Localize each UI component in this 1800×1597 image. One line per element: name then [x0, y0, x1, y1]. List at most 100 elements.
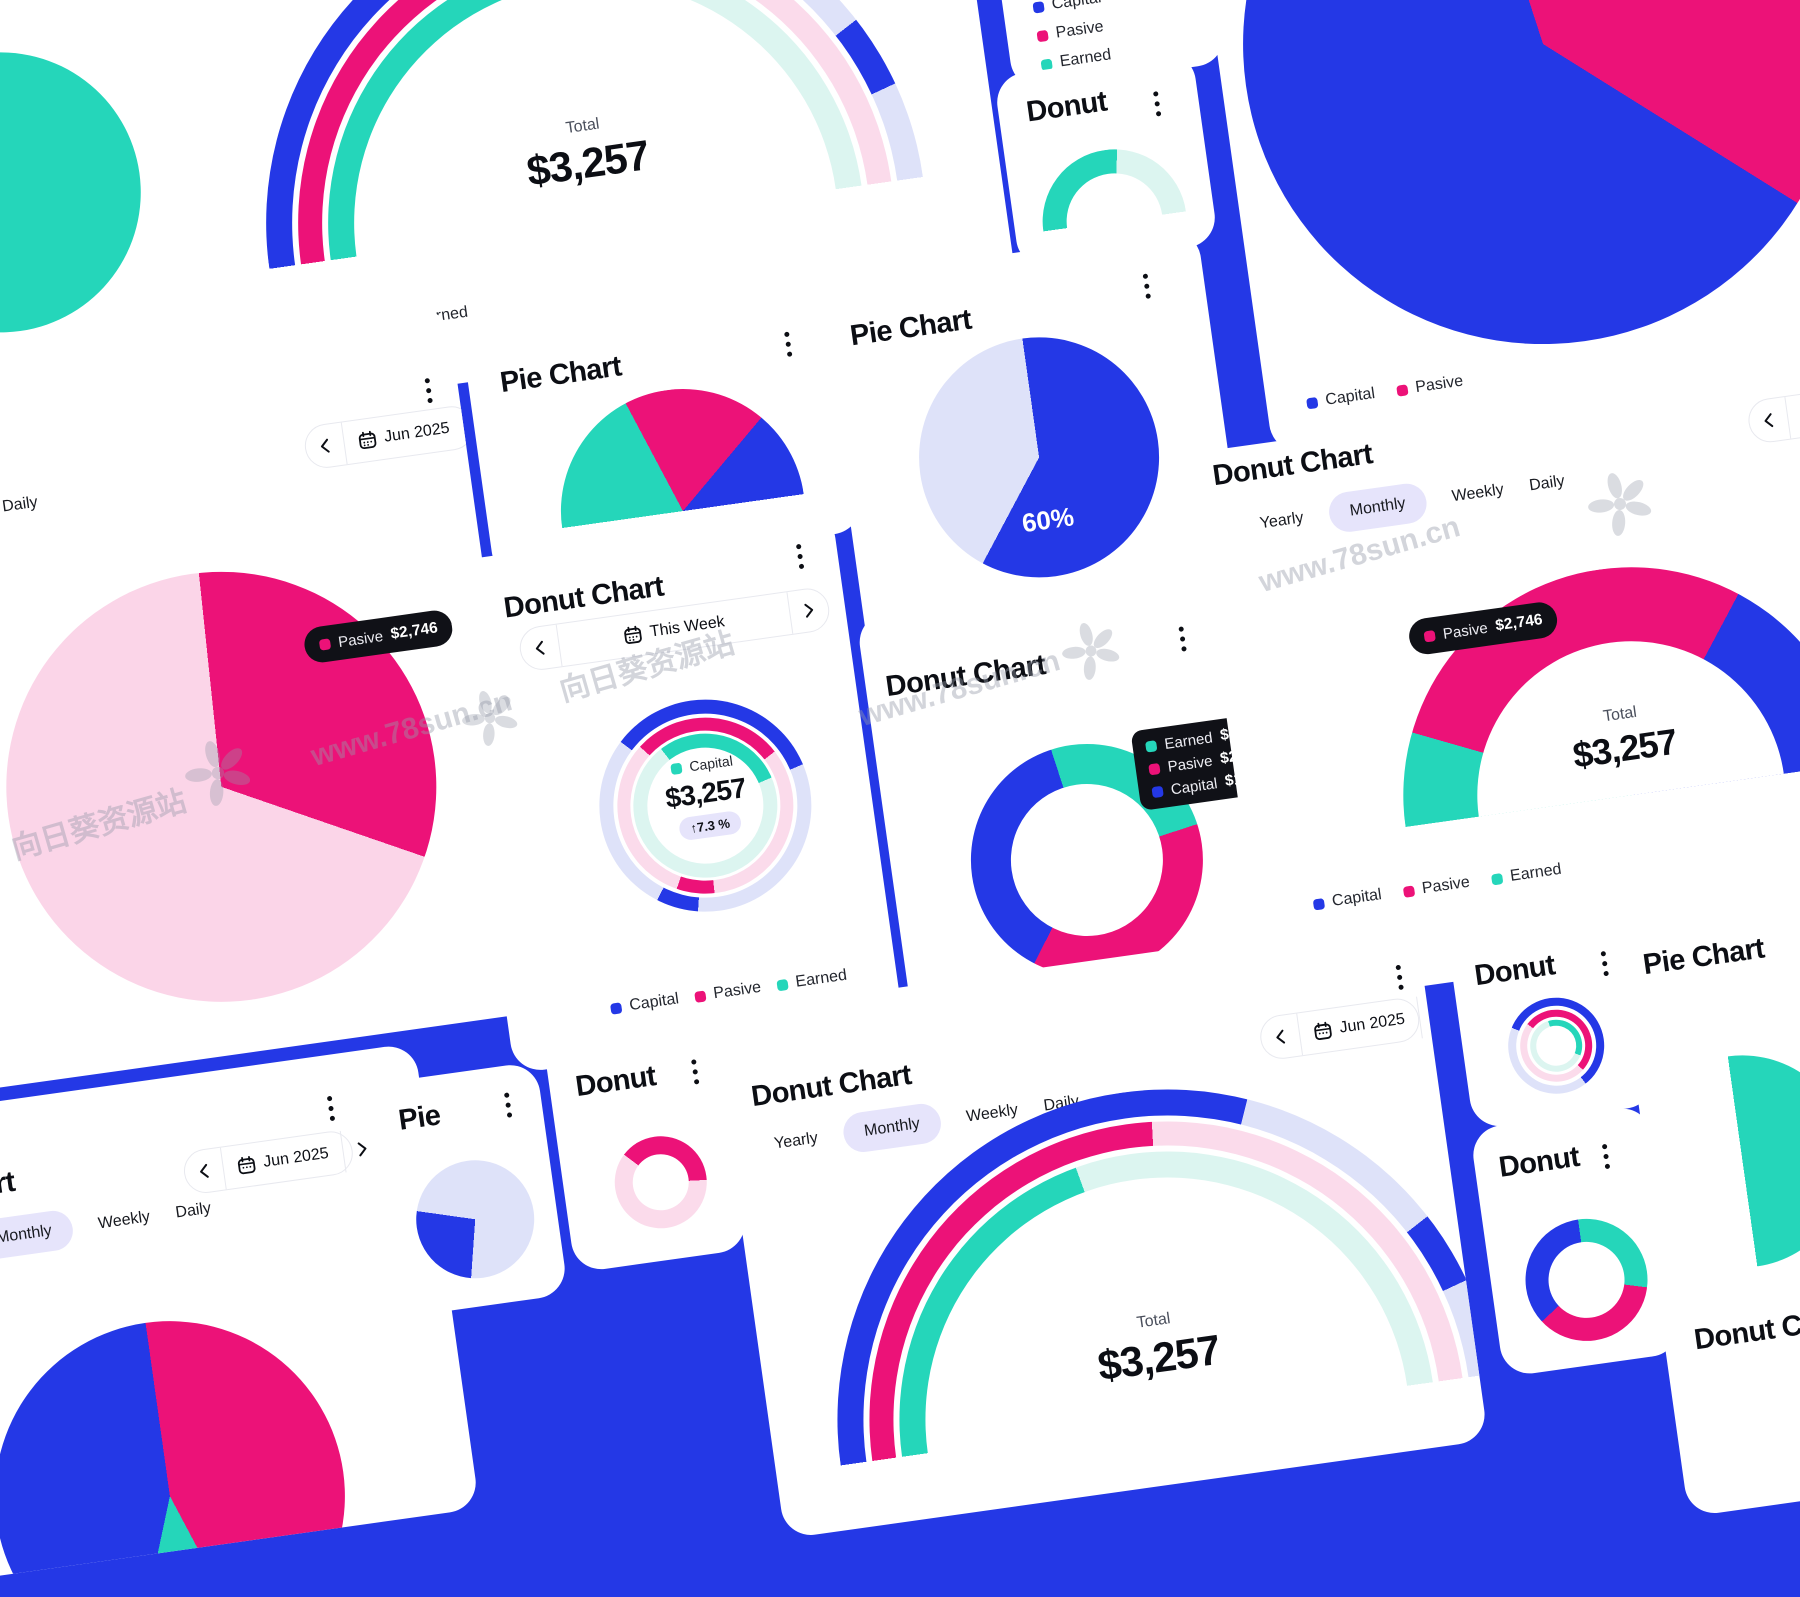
date-picker: Jun 2025 — [302, 403, 476, 470]
tab-weekly[interactable]: Weekly — [1451, 481, 1505, 506]
pie-chart — [409, 1153, 542, 1286]
pasive-swatch — [1403, 885, 1415, 897]
period-tabs: Yearly Monthly Weekly Daily — [0, 1189, 214, 1271]
tab-monthly[interactable]: Monthly — [1326, 481, 1429, 534]
kebab-menu-icon[interactable] — [1597, 1136, 1615, 1175]
calendar-icon — [236, 1155, 256, 1175]
kebab-menu-icon[interactable] — [686, 1052, 704, 1091]
half-donut-gauge — [1033, 140, 1186, 233]
card-title: Donut — [1024, 86, 1109, 130]
kebab-menu-icon[interactable] — [1173, 619, 1191, 658]
legend-item-pasive: Pasive — [1395, 373, 1464, 400]
chevron-left-icon — [1762, 412, 1774, 429]
prev-period-button[interactable] — [1747, 397, 1790, 444]
half-donut-gauge: Total $3,257 — [1374, 538, 1800, 827]
legend-item-capital: Capital — [1312, 886, 1383, 913]
tab-weekly[interactable]: Weekly — [97, 1208, 151, 1233]
pie-slice-earned — [0, 34, 159, 350]
pasive-swatch — [1036, 29, 1048, 41]
legend-item-earned: Earned — [1490, 861, 1562, 889]
calendar-icon — [1313, 1021, 1333, 1041]
capital-swatch — [1032, 1, 1044, 13]
card-donut-right: Donut Chart Yearly Monthly Weekly Daily … — [1189, 356, 1800, 1008]
capital-swatch — [1313, 898, 1325, 910]
chart-legend: Capital Pasive — [1306, 373, 1465, 413]
kebab-menu-icon[interactable] — [322, 1088, 340, 1127]
chevron-left-icon — [1274, 1028, 1286, 1045]
chevron-right-icon — [356, 1140, 368, 1157]
donut-chart — [1518, 1211, 1656, 1349]
card-title: Donut — [1497, 1141, 1582, 1185]
donut-chart — [609, 1130, 713, 1234]
card-title: Pie Chart — [1641, 932, 1766, 982]
tab-monthly[interactable]: Monthly — [0, 1208, 75, 1261]
kebab-menu-icon[interactable] — [1391, 957, 1409, 996]
prev-period-button[interactable] — [303, 423, 346, 470]
pasive-swatch — [319, 638, 331, 650]
tab-daily[interactable]: Daily — [1528, 473, 1566, 496]
capital-swatch — [1151, 785, 1163, 797]
legend-item-earned: Earned — [776, 967, 848, 995]
kebab-menu-icon[interactable] — [1148, 84, 1166, 123]
legend-item-pasive: Pasive — [1036, 18, 1105, 45]
date-picker-value[interactable]: Jun 2025 — [341, 406, 467, 464]
pasive-swatch — [694, 990, 706, 1002]
legend-item-capital: Capital — [1306, 385, 1377, 412]
half-donut-gauge: Total $3,257 — [223, 0, 923, 274]
dashboard-canvas: { "watermark": {"url_text": "www.78sun.c… — [0, 0, 1800, 1360]
kebab-menu-icon[interactable] — [499, 1085, 517, 1124]
date-picker-value[interactable]: Jun 2025 — [1296, 997, 1422, 1055]
chevron-left-icon — [319, 437, 331, 454]
pasive-swatch — [1396, 384, 1408, 396]
next-period-button[interactable] — [786, 587, 830, 634]
chart-legend: Capital Pasive Earned — [1312, 861, 1563, 914]
card-title: Donut Chart — [1211, 438, 1375, 493]
prev-period-button[interactable] — [1259, 1014, 1302, 1061]
tooltip-row-pasive: Pasive$2,746 — [318, 619, 439, 653]
tab-yearly[interactable]: Yearly — [1259, 509, 1305, 533]
calendar-icon — [623, 625, 643, 645]
pie-chart — [904, 322, 1175, 593]
legend-item-pasive: Pasive — [1402, 874, 1471, 901]
date-picker: Jun 2025 — [181, 1129, 355, 1196]
period-tabs: Yearly Monthly Weekly Daily — [0, 483, 40, 565]
card-pie-small: Pie — [367, 1061, 568, 1317]
kebab-menu-icon[interactable] — [791, 536, 809, 575]
multi-ring-donut — [1502, 991, 1610, 1099]
kebab-menu-icon[interactable] — [420, 370, 438, 409]
half-pie-chart — [545, 373, 804, 530]
card-title: Donut Chart — [884, 649, 1048, 704]
prev-period-button[interactable] — [182, 1148, 225, 1195]
earned-swatch — [1145, 740, 1157, 752]
pasive-swatch — [1423, 630, 1435, 642]
legend-item-capital: Capital — [1032, 0, 1103, 17]
card-title: Donut Chart — [1692, 1302, 1800, 1357]
tab-daily[interactable]: Daily — [1, 494, 39, 517]
capital-swatch — [610, 1002, 622, 1014]
date-picker-value[interactable]: Jun 2025 — [220, 1131, 346, 1189]
card-title: Pie — [397, 1099, 443, 1137]
kebab-menu-icon[interactable] — [779, 324, 797, 363]
earned-swatch — [776, 978, 788, 990]
card-title: Donut Chart — [0, 1166, 17, 1221]
card-title: Donut — [1473, 949, 1558, 993]
kebab-menu-icon[interactable] — [1138, 266, 1156, 305]
next-period-button[interactable] — [1416, 991, 1460, 1038]
pie-chart — [1204, 0, 1800, 383]
card-donut-bottom: Donut Chart Yearly Monthly Weekly Daily … — [712, 915, 1489, 1539]
chevron-left-icon — [534, 640, 546, 657]
card-title: Pie Chart — [498, 350, 623, 400]
date-picker — [1746, 371, 1800, 445]
prev-period-button[interactable] — [518, 625, 561, 672]
tab-daily[interactable]: Daily — [174, 1200, 212, 1223]
calendar-icon — [357, 430, 377, 450]
earned-swatch — [1491, 873, 1503, 885]
card-title: Donut Chart — [749, 1059, 913, 1114]
date-picker: Jun 2025 — [1257, 996, 1422, 1062]
chevron-right-icon — [1433, 1006, 1445, 1023]
kebab-menu-icon[interactable] — [1596, 943, 1614, 982]
donut-center-readout: Capital $3,257 ↑7.3 % — [641, 748, 771, 845]
capital-swatch — [1306, 396, 1318, 408]
chevron-left-icon — [198, 1163, 210, 1180]
tooltip-row-pasive: Pasive$2,746 — [1423, 611, 1544, 645]
